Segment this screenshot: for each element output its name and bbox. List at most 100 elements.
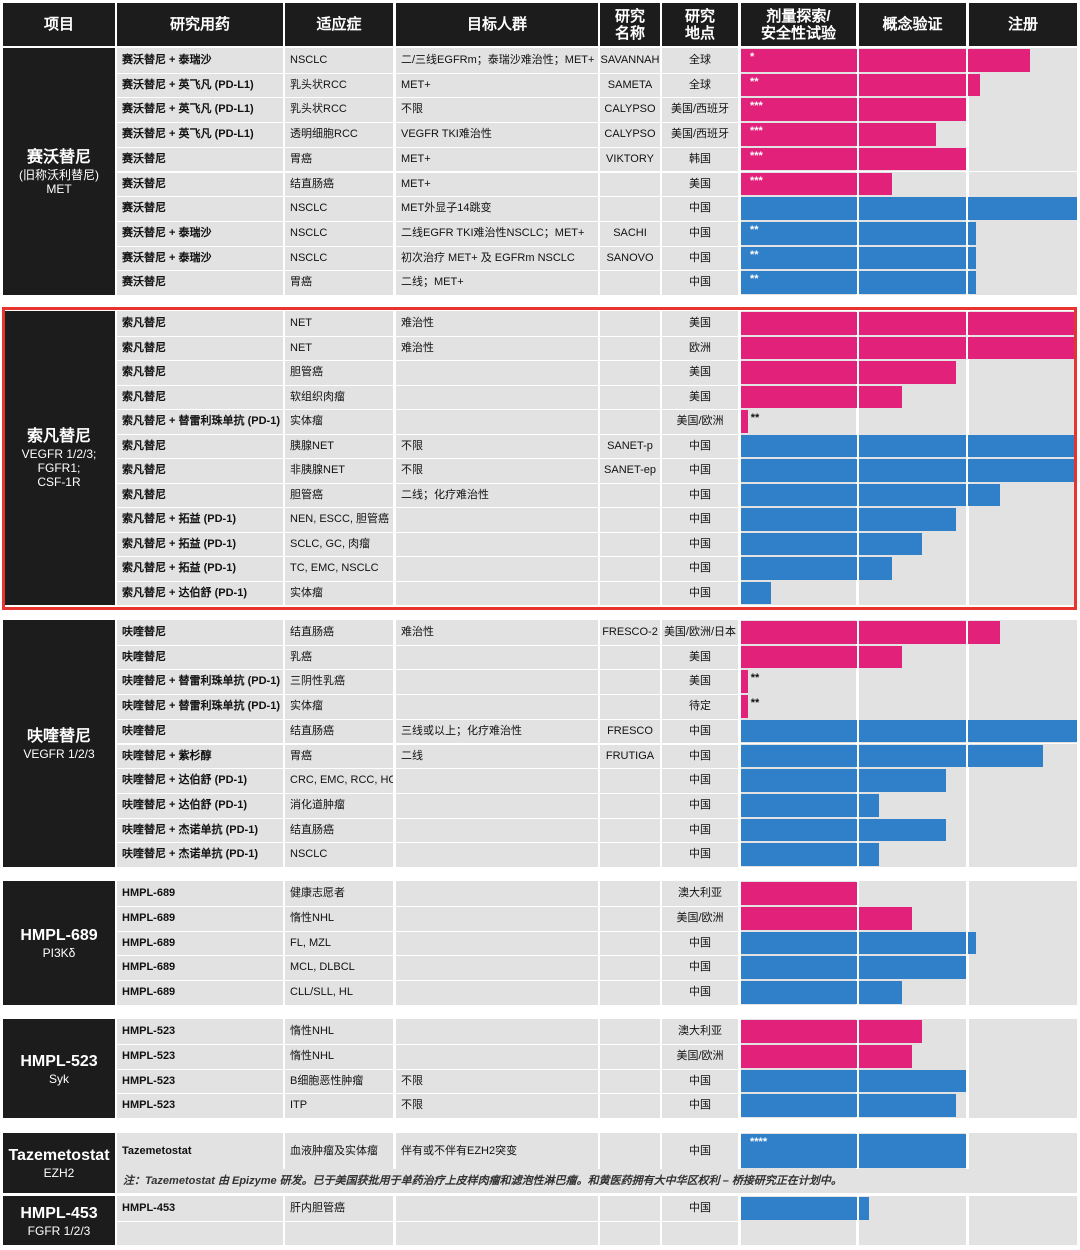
project-target: PI3Kδ [42,946,76,960]
cell-drug: HMPL-689 [117,955,283,981]
cell-registration [969,556,1077,581]
cell-indication: NSCLC [285,245,393,271]
cell-indication: 实体瘤 [285,409,393,434]
phase-divider [966,1019,968,1118]
progress-bar [741,410,748,433]
cell-study-name [600,311,660,336]
progress-bar [741,483,1000,506]
cell-indication: 胃癌 [285,743,393,769]
cell-location: 中国 [662,220,738,246]
cell-population: 不限 [396,1093,598,1118]
cell-population [396,905,598,931]
cell-indication: 胰腺NET [285,433,393,458]
cell-indication: 结直肠癌 [285,171,393,197]
progress-bar [741,361,957,384]
project-name: HMPL-689 [20,927,98,944]
cell-registration [969,930,1077,956]
cell-drug: HMPL-523 [117,1093,283,1118]
cell-drug: 索凡替尼 [117,482,283,507]
cell-drug: HMPL-689 [117,930,283,956]
cell-population [396,817,598,843]
cell-indication: 胆管癌 [285,360,393,385]
cell-location: 美国 [662,384,738,409]
cell-study-name [600,482,660,507]
cell-indication: 实体瘤 [285,694,393,719]
cell-study-name [600,694,660,719]
cell-drug: 呋喹替尼 + 达伯舒 (PD-1) [117,768,283,793]
cell-drug: 索凡替尼 [117,311,283,336]
cell-drug: 索凡替尼 + 拓益 (PD-1) [117,556,283,581]
cell-indication: NSCLC [285,842,393,867]
cell-indication: 实体瘤 [285,580,393,605]
cell-population: 三线或以上；化疗难治性 [396,718,598,744]
cell-population: 二线EGFR TKI难治性NSCLC；MET+ [396,220,598,246]
cell-location: 中国 [662,531,738,556]
cell-location: 中国 [662,980,738,1005]
footnote-stars: ** [750,672,760,685]
cell-drug: 索凡替尼 + 替雷利珠单抗 (PD-1) [117,409,283,434]
cell-population [396,384,598,409]
progress-bar [741,508,957,531]
cell-registration [969,245,1077,271]
cell-location: 中国 [662,1068,738,1094]
cell-registration [969,384,1077,409]
project-name: 赛沃替尼 [26,148,91,166]
cell-indication: 乳癌 [285,644,393,670]
cell-registration [969,72,1077,98]
cell-drug: HMPL-523 [117,1019,283,1044]
cell-registration [969,768,1077,793]
cell-location: 韩国 [662,146,738,172]
cell-study-name [600,817,660,843]
cell-registration [969,842,1077,867]
header-registration: 注册 [969,3,1077,46]
cell-population: MET+ [396,146,598,172]
cell-indication: B细胞恶性肿瘤 [285,1068,393,1094]
cell-dose-phase [741,669,856,695]
progress-bar [741,49,1030,72]
progress-bar [741,1134,967,1168]
cell-study-name [600,507,660,532]
cell-location: 美国/欧洲 [662,1043,738,1069]
cell-indication: 胃癌 [285,146,393,172]
footnote-stars: *** [750,100,763,113]
cell-location: 澳大利亚 [662,1019,738,1044]
progress-bar [741,793,879,817]
cell-population: 难治性 [396,335,598,360]
phase-divider [857,620,859,867]
cell-indication: 消化道肿瘤 [285,792,393,818]
cell-study-name: SANET-p [600,433,660,458]
progress-bar [741,434,1074,457]
cell-location: 中国 [662,955,738,981]
cell-study-name [600,1068,660,1094]
cell-indication: 软组织肉瘤 [285,384,393,409]
cell-population [396,507,598,532]
cell-dose-phase [741,409,856,434]
cell-population [396,955,598,981]
header-population: 目标人群 [396,3,598,46]
cell-drug: 呋喹替尼 [117,620,283,645]
cell-drug: 呋喹替尼 + 紫杉醇 [117,743,283,769]
cell-drug: 赛沃替尼 + 泰瑞沙 [117,220,283,246]
phase-divider [857,1196,859,1245]
project-target: VEGFR 1/2/3 [23,746,95,761]
cell-study-name [600,1220,660,1245]
header-dose-phase: 剂量探索/ 安全性试验 [741,3,856,46]
cell-population: MET+ [396,171,598,197]
footnote-stars: ** [750,412,760,424]
cell-poc-phase [859,409,966,434]
cell-drug: 索凡替尼 [117,458,283,483]
cell-population [396,1196,598,1221]
phase-divider [857,881,859,1005]
cell-drug: 赛沃替尼 + 英飞凡 (PD-L1) [117,97,283,123]
cell-study-name: SAVANNAH [600,48,660,73]
progress-bar [741,769,946,792]
cell-study-name [600,580,660,605]
cell-poc-phase [859,580,966,605]
cell-population: 不限 [396,433,598,458]
cell-study-name: SANET-ep [600,458,660,483]
cell-location: 中国 [662,930,738,956]
cell-location: 美国 [662,171,738,197]
cell-study-name [600,360,660,385]
cell-registration [969,270,1077,295]
